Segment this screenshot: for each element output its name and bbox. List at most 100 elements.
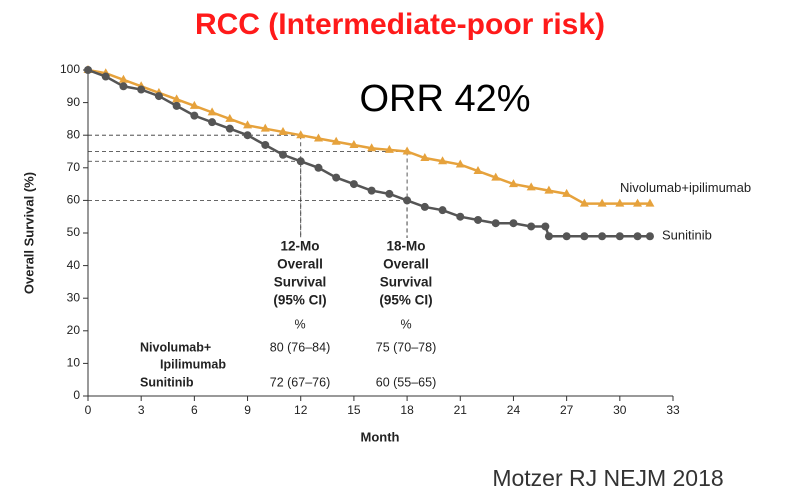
y-tick-label: 10 — [67, 356, 81, 370]
marker — [367, 143, 377, 152]
y-tick-label: 80 — [67, 127, 81, 141]
marker — [278, 126, 288, 135]
marker — [544, 185, 554, 194]
y-axis-label: Overall Survival (%) — [21, 172, 36, 294]
marker — [367, 186, 376, 195]
marker — [527, 222, 536, 231]
marker — [190, 111, 199, 120]
marker — [597, 198, 607, 207]
x-tick-label: 27 — [560, 403, 574, 417]
marker — [615, 198, 625, 207]
marker — [260, 123, 270, 132]
table-header: Survival — [274, 275, 327, 290]
marker — [172, 101, 181, 110]
table-header: 18-Mo — [386, 239, 425, 254]
marker — [331, 136, 341, 145]
table-cell: 60 (55–65) — [376, 375, 436, 389]
table-unit: % — [400, 317, 411, 331]
marker — [508, 179, 518, 188]
table-header: (95% CI) — [273, 293, 326, 308]
y-tick-label: 60 — [67, 193, 81, 207]
chart-title: RCC (Intermediate-poor risk) — [195, 8, 605, 41]
marker — [438, 206, 447, 215]
marker — [385, 189, 394, 198]
marker — [207, 107, 217, 116]
marker — [225, 113, 235, 122]
marker — [172, 94, 182, 103]
marker — [403, 196, 412, 205]
marker — [261, 140, 270, 149]
x-tick-label: 21 — [454, 403, 468, 417]
marker — [84, 66, 92, 74]
y-tick-label: 90 — [67, 95, 81, 109]
table-header: (95% CI) — [379, 293, 432, 308]
marker — [296, 157, 305, 166]
marker — [579, 198, 589, 207]
marker — [562, 232, 571, 241]
marker — [598, 232, 607, 241]
marker — [544, 232, 553, 241]
table-unit: % — [294, 317, 305, 331]
marker — [420, 202, 429, 211]
marker — [225, 124, 234, 133]
marker — [645, 198, 655, 207]
marker — [541, 222, 550, 231]
marker — [101, 72, 110, 81]
marker — [633, 198, 643, 207]
marker — [509, 219, 518, 228]
x-tick-label: 12 — [294, 403, 308, 417]
x-tick-label: 30 — [613, 403, 627, 417]
marker — [633, 232, 642, 241]
x-axis-label: Month — [361, 429, 400, 444]
x-tick-label: 9 — [244, 403, 251, 417]
marker — [332, 173, 341, 182]
marker — [562, 188, 572, 197]
marker — [243, 120, 253, 129]
y-tick-label: 40 — [67, 258, 81, 272]
x-tick-label: 3 — [138, 403, 145, 417]
marker — [580, 232, 589, 241]
y-tick-label: 30 — [67, 290, 81, 304]
marker — [279, 150, 287, 159]
marker — [474, 215, 482, 224]
table-header: Overall — [277, 257, 323, 272]
table-cell: 80 (76–84) — [270, 340, 330, 354]
marker — [313, 133, 323, 142]
marker — [137, 85, 146, 94]
series-label: Nivolumab+ipilimumab — [620, 180, 751, 195]
x-tick-label: 0 — [85, 403, 92, 417]
marker — [349, 139, 359, 148]
table-header: 12-Mo — [280, 239, 319, 254]
table-cell: 75 (70–78) — [376, 340, 436, 354]
y-tick-label: 20 — [67, 323, 81, 337]
table-header: Overall — [383, 257, 429, 272]
marker — [154, 92, 163, 101]
series-label: Sunitinib — [662, 228, 712, 243]
marker — [119, 82, 128, 91]
marker — [473, 166, 483, 175]
marker — [118, 74, 128, 83]
table-cell: 72 (67–76) — [270, 375, 330, 389]
row-label: Nivolumab+ — [140, 340, 211, 354]
y-tick-label: 100 — [60, 62, 80, 76]
marker — [491, 219, 500, 228]
marker — [384, 144, 394, 153]
source: Motzer RJ NEJM 2018 — [492, 465, 723, 491]
y-tick-label: 0 — [73, 388, 80, 402]
marker — [420, 153, 430, 162]
marker — [438, 156, 448, 165]
x-tick-label: 24 — [507, 403, 521, 417]
marker — [296, 130, 306, 139]
table-header: Survival — [380, 275, 433, 290]
row-label: Sunitinib — [140, 375, 194, 389]
marker — [455, 159, 465, 168]
x-tick-label: 18 — [400, 403, 414, 417]
survival-line — [87, 68, 650, 238]
marker — [456, 212, 465, 221]
marker — [491, 172, 501, 181]
marker — [645, 232, 654, 241]
x-tick-label: 33 — [666, 403, 680, 417]
marker — [189, 100, 199, 109]
x-tick-label: 6 — [191, 403, 198, 417]
